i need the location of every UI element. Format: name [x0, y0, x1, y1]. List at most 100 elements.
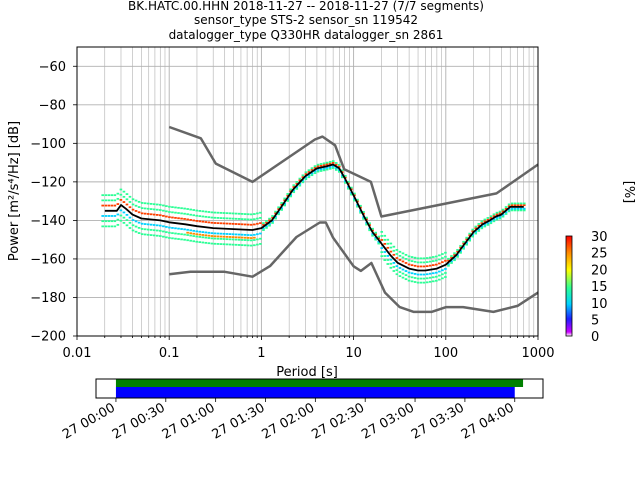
density-cell: [353, 199, 356, 202]
density-cell: [444, 259, 447, 262]
density-cell: [225, 233, 229, 235]
density-cell: [374, 231, 377, 234]
density-cell: [456, 250, 459, 253]
density-cell: [131, 198, 135, 201]
colorbar-tick: 15: [591, 280, 608, 295]
density-cell: [441, 269, 444, 272]
density-cell: [504, 213, 508, 215]
density-cell: [140, 202, 144, 204]
density-cell: [380, 239, 384, 241]
density-cell: [246, 234, 250, 236]
density-cell: [101, 225, 105, 228]
density-cell: [195, 209, 199, 212]
density-cell: [168, 226, 171, 229]
density-cell: [522, 207, 526, 210]
density-cell: [237, 233, 241, 236]
density-cell: [395, 269, 399, 272]
density-cell: [456, 249, 459, 251]
density-cell: [240, 213, 244, 215]
density-cell: [462, 242, 465, 245]
density-cell: [204, 241, 208, 244]
density-cell: [104, 199, 108, 202]
density-cell: [168, 205, 171, 208]
density-cell: [280, 208, 283, 211]
density-cell: [116, 213, 120, 216]
density-cell: [237, 223, 241, 226]
density-cell: [180, 228, 183, 230]
density-cell: [289, 188, 293, 191]
density-cell: [438, 274, 441, 277]
density-cell: [407, 279, 411, 282]
density-cell: [298, 177, 302, 180]
density-cell: [444, 272, 447, 274]
density-cell: [110, 220, 114, 223]
density-cell: [507, 210, 511, 213]
density-cell: [465, 238, 468, 241]
density-cell: [292, 186, 296, 188]
density-cell: [256, 217, 259, 220]
timeline-segment-green: [115, 379, 524, 387]
density-cell: [319, 164, 323, 167]
density-cell: [128, 216, 132, 219]
density-cell: [386, 246, 390, 249]
density-cell: [492, 213, 496, 216]
density-cell: [222, 243, 226, 246]
density-cell: [140, 207, 144, 210]
density-cell: [480, 222, 484, 224]
density-cell: [204, 231, 208, 234]
density-cell: [374, 233, 377, 236]
density-cell: [483, 223, 487, 226]
density-cell: [189, 229, 192, 232]
x-axis-label: Period [s]: [276, 365, 338, 380]
colorbar-tick: 5: [591, 314, 599, 329]
density-cell: [304, 171, 308, 174]
density-cell: [246, 237, 250, 239]
density-cell: [316, 165, 320, 168]
density-cell: [486, 217, 490, 219]
density-cell: [122, 211, 126, 214]
density-cell: [398, 275, 402, 278]
density-cell: [316, 168, 320, 171]
y-axis-label: Power [m²/s⁴/Hz] [dB]: [7, 121, 22, 261]
density-cell: [268, 219, 271, 222]
density-cell: [140, 228, 144, 230]
density-cell: [341, 169, 344, 172]
density-cell: [416, 281, 420, 284]
density-cell: [107, 225, 111, 228]
density-cell: [416, 257, 420, 260]
density-cell: [428, 280, 432, 283]
density-cell: [325, 166, 329, 169]
density-cell: [368, 222, 371, 225]
density-colorbar: 0 5 10 15 20 25 30 [%]: [565, 181, 636, 345]
density-cell: [246, 239, 250, 242]
density-cell: [274, 210, 277, 213]
density-cell: [404, 262, 408, 264]
density-cell: [250, 244, 253, 247]
density-cell: [286, 199, 290, 202]
density-cell: [216, 243, 220, 245]
density-cell: [313, 172, 317, 175]
density-cell: [480, 227, 484, 230]
density-cell: [213, 237, 217, 240]
density-cell: [383, 255, 387, 257]
density-cell: [262, 227, 265, 230]
plot-background: [77, 47, 538, 336]
density-cell: [143, 202, 147, 205]
density-cell: [337, 170, 341, 173]
density-cell: [313, 167, 317, 169]
density-cell: [359, 204, 362, 207]
density-cell: [389, 246, 393, 249]
density-cell: [128, 201, 132, 203]
density-cell: [389, 266, 393, 269]
density-cell: [189, 234, 192, 237]
density-cell: [456, 255, 459, 258]
density-cell: [447, 263, 450, 265]
density-cell: [216, 217, 220, 219]
density-cell: [398, 254, 402, 257]
density-cell: [365, 223, 368, 226]
density-cell: [240, 236, 244, 239]
density-cell: [268, 217, 271, 220]
density-cell: [222, 235, 226, 238]
density-cell: [119, 193, 123, 196]
density-cell: [256, 238, 259, 241]
